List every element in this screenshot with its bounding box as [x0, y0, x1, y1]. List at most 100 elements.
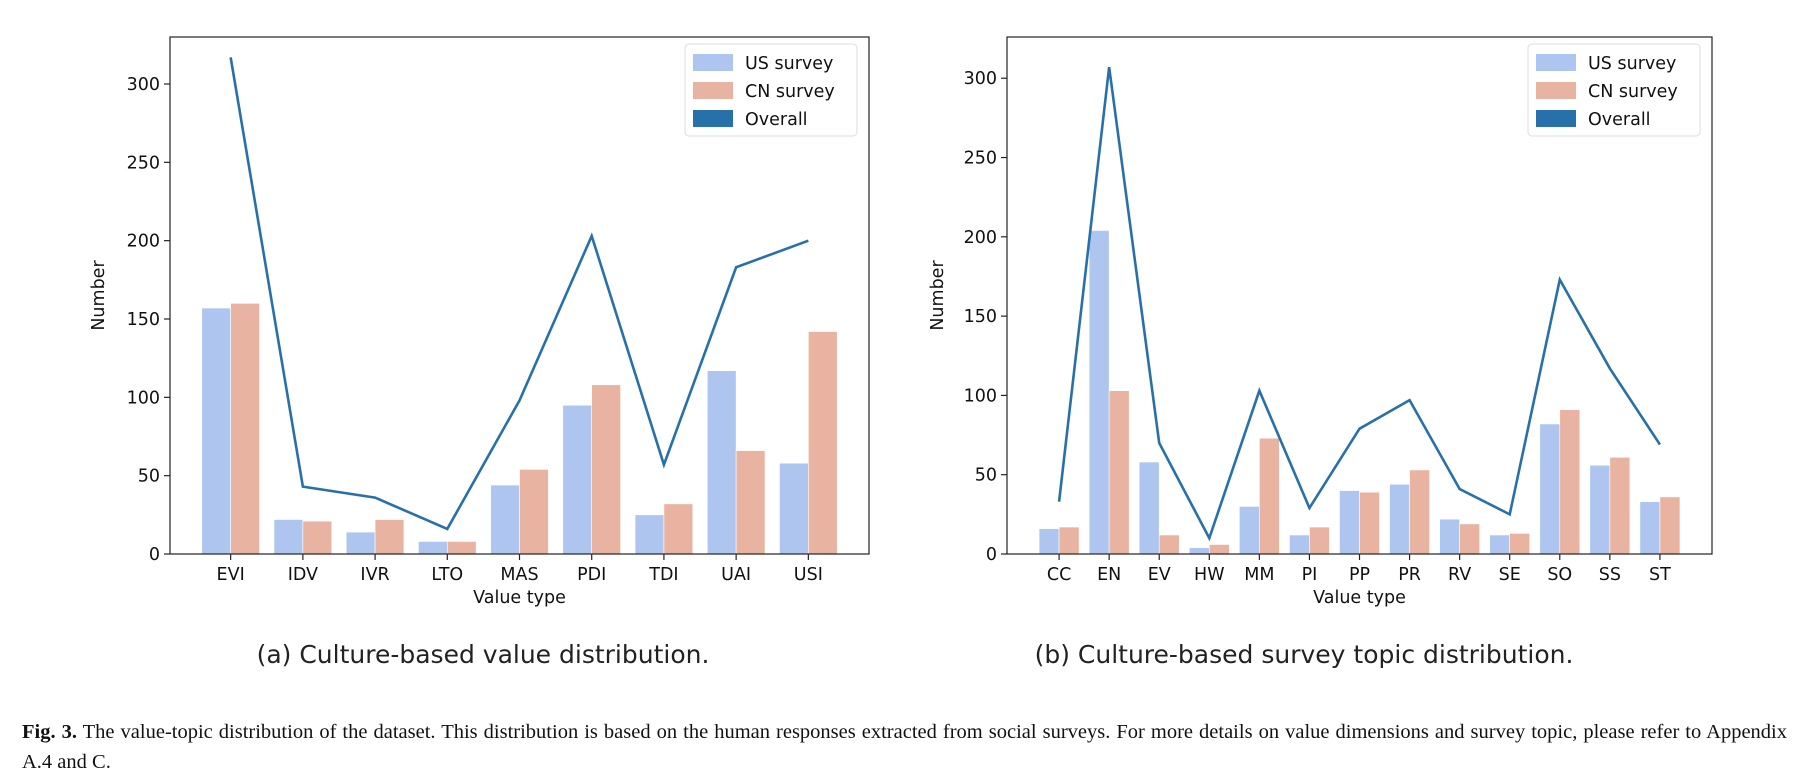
- figure-caption: Fig. 3. The value-topic distribution of …: [22, 717, 1787, 777]
- bar-us-MAS: [490, 484, 520, 555]
- bar-cn-USI: [808, 331, 838, 555]
- bar-cn-IVR: [374, 519, 405, 555]
- bar-cn-CC: [1058, 526, 1080, 555]
- bar-us-CC: [1038, 528, 1060, 555]
- bar-us-UAI: [706, 370, 737, 555]
- legend-swatch-1: [1536, 82, 1576, 99]
- chart-b: 0 50 100 150 200 250 300 CC EN EV HW MM PI PP PR RV SE SO…: [928, 36, 1713, 608]
- x-tick-label: SE: [1499, 565, 1521, 585]
- bar-cn-IDV: [302, 520, 333, 555]
- x-tick-label: EV: [1148, 565, 1171, 585]
- bar-cn-PI: [1309, 526, 1330, 555]
- legend: US survey CN survey Overall: [1527, 43, 1701, 137]
- x-tick-label: UAI: [721, 565, 751, 585]
- bar-cn-EN: [1108, 390, 1130, 555]
- x-tick-label: CC: [1047, 565, 1071, 585]
- y-tick-label: 100: [964, 386, 997, 406]
- y-tick-label: 0: [149, 545, 160, 565]
- x-tick-label: IDV: [288, 565, 318, 585]
- x-tick-label: EVI: [217, 565, 245, 585]
- bar-us-ST: [1639, 501, 1661, 555]
- x-tick-label: IVR: [360, 565, 389, 585]
- figure-label: Fig. 3.: [22, 721, 77, 743]
- y-tick-label: 250: [127, 153, 160, 173]
- y-tick-label: 250: [964, 149, 997, 169]
- y-axis-label: Number: [928, 260, 948, 331]
- y-tick-label: 150: [127, 310, 160, 330]
- y-tick-label: 150: [964, 307, 997, 327]
- x-tick-label: EN: [1097, 565, 1121, 585]
- bar-cn-EV: [1158, 534, 1180, 555]
- bar-us-LTO: [418, 541, 448, 555]
- legend-swatch-2: [693, 110, 733, 127]
- x-tick-label: MM: [1244, 565, 1274, 585]
- bar-us-HW: [1188, 547, 1210, 555]
- y-tick-label: 50: [975, 466, 997, 486]
- bar-cn-MAS: [519, 469, 549, 555]
- y-axis-label: Number: [89, 260, 109, 331]
- x-tick-label: HW: [1194, 565, 1224, 585]
- x-tick-label: LTO: [431, 565, 463, 585]
- legend-swatch-1: [693, 82, 733, 99]
- bar-cn-TDI: [663, 503, 694, 555]
- bar-cn-HW: [1208, 544, 1230, 555]
- x-tick-label: SS: [1599, 565, 1621, 585]
- x-tick-label: RV: [1448, 565, 1471, 585]
- bar-us-TDI: [634, 514, 665, 555]
- x-tick-label: TDI: [648, 565, 678, 585]
- bar-us-RV: [1439, 518, 1460, 555]
- bar-us-PR: [1389, 483, 1410, 555]
- subcaption-b: (b) Culture-based survey topic distribut…: [1034, 640, 1574, 669]
- y-tick-label: 200: [127, 232, 160, 252]
- bar-us-EV: [1138, 461, 1160, 555]
- bar-us-USI: [779, 462, 809, 555]
- figure: 0 50 100 150 200 250 300 EVI IDV IVR LTO MAS PDI TDI U…: [89, 36, 1713, 608]
- x-tick-label: SO: [1547, 565, 1572, 585]
- bar-cn-ST: [1659, 496, 1681, 555]
- subcaption-a: (a) Culture-based value distribution.: [256, 640, 710, 669]
- figure-caption-text: The value-topic distribution of the data…: [22, 721, 1787, 773]
- bar-us-IDV: [273, 519, 304, 555]
- legend-label: Overall: [1588, 110, 1651, 130]
- bar-us-MM: [1239, 506, 1260, 555]
- legend-label: US survey: [745, 54, 833, 74]
- bar-cn-PR: [1409, 469, 1430, 555]
- bar-cn-UAI: [735, 450, 766, 555]
- bar-us-PDI: [562, 404, 593, 555]
- bar-cn-MM: [1259, 437, 1280, 555]
- bar-cn-PP: [1359, 491, 1380, 555]
- bar-cn-SS: [1609, 456, 1631, 555]
- bar-us-SO: [1539, 423, 1561, 555]
- bar-cn-RV: [1459, 523, 1480, 555]
- legend-label: US survey: [1588, 54, 1676, 74]
- x-tick-label: MAS: [500, 565, 538, 585]
- bar-us-IVR: [345, 531, 376, 555]
- bar-cn-LTO: [446, 541, 477, 555]
- bar-us-EVI: [201, 307, 231, 555]
- bar-cn-SE: [1509, 533, 1531, 555]
- x-tick-label: PP: [1349, 565, 1370, 585]
- x-axis-label: Value type: [1313, 588, 1406, 608]
- legend-label: CN survey: [1588, 82, 1678, 102]
- legend-swatch-0: [693, 54, 733, 71]
- legend-label: Overall: [745, 110, 808, 130]
- x-axis-label: Value type: [473, 588, 566, 608]
- x-tick-label: USI: [794, 565, 823, 585]
- bar-us-PP: [1339, 490, 1360, 555]
- y-tick-label: 100: [127, 388, 160, 408]
- y-tick-label: 300: [127, 75, 160, 95]
- x-tick-label: PDI: [577, 565, 606, 585]
- bar-cn-EVI: [230, 303, 260, 555]
- x-tick-label: PR: [1398, 565, 1421, 585]
- bar-us-SS: [1589, 464, 1611, 555]
- x-tick-label: PI: [1302, 565, 1318, 585]
- y-tick-label: 200: [964, 228, 997, 248]
- legend-swatch-2: [1536, 110, 1576, 127]
- legend-label: CN survey: [745, 82, 835, 102]
- x-tick-label: ST: [1649, 565, 1671, 585]
- bar-us-EN: [1088, 230, 1110, 555]
- legend-swatch-0: [1536, 54, 1576, 71]
- bar-cn-SO: [1559, 409, 1581, 555]
- y-tick-label: 0: [986, 545, 997, 565]
- bar-cn-PDI: [591, 384, 621, 555]
